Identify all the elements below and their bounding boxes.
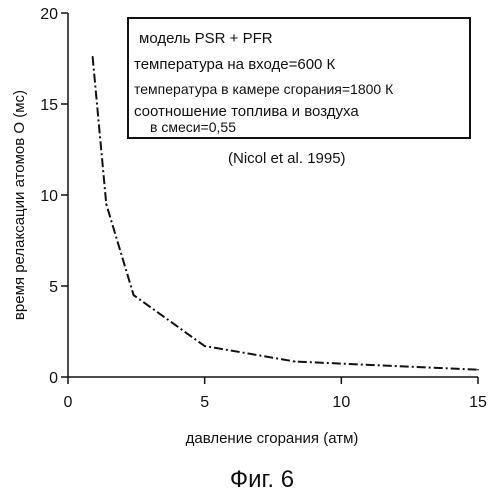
data-point bbox=[294, 361, 296, 363]
y-tick-label: 0 bbox=[49, 370, 58, 387]
figure-caption: Фиг. 6 bbox=[230, 466, 294, 493]
x-tick-label: 10 bbox=[332, 394, 350, 411]
data-point bbox=[204, 345, 206, 347]
x-tick-label: 0 bbox=[64, 394, 73, 411]
legend-line-2: температура на входе=600 К bbox=[134, 56, 336, 73]
y-tick-label: 10 bbox=[40, 188, 58, 205]
legend-line-1: модель PSR + PFR bbox=[139, 30, 273, 47]
x-axis-label: давление сгорания (атм) bbox=[186, 430, 359, 447]
source-note: (Nicol et al. 1995) bbox=[228, 150, 346, 167]
x-tick-label: 5 bbox=[200, 394, 209, 411]
x-tick-label: 15 bbox=[469, 394, 487, 411]
data-point bbox=[133, 294, 135, 296]
data-point bbox=[477, 369, 479, 371]
legend-line-3: температура в камере сгорания=1800 К bbox=[134, 81, 394, 97]
y-tick-label: 15 bbox=[40, 97, 58, 114]
y-tick-label: 20 bbox=[40, 6, 58, 23]
y-tick-label: 5 bbox=[49, 279, 58, 296]
y-axis-label: время релаксации атомов O (мс) bbox=[11, 90, 28, 320]
data-point bbox=[92, 56, 94, 58]
legend-line-5: в смеси=0,55 bbox=[150, 119, 236, 135]
data-point bbox=[105, 203, 107, 205]
legend-line-4: соотношение топлива и воздуха bbox=[134, 103, 359, 120]
